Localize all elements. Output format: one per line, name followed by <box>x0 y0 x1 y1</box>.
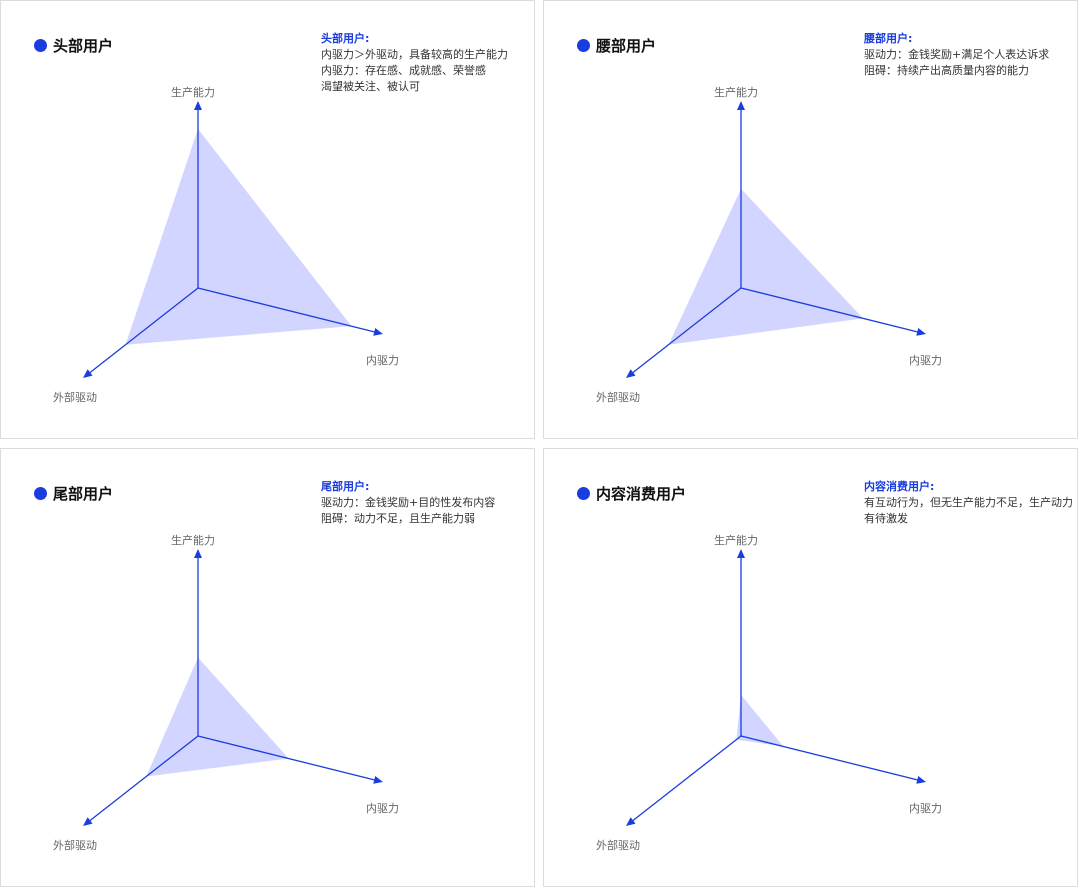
description-line: 驱动力：金钱奖励+满足个人表达诉求 <box>864 48 1050 61</box>
value-area <box>736 694 784 747</box>
axis-label-internal: 内驱力 <box>909 802 942 815</box>
axis-label-internal: 内驱力 <box>366 354 399 367</box>
axis-external-arrow-icon <box>83 369 93 378</box>
axis-label-internal: 内驱力 <box>366 802 399 815</box>
description-line: 内驱力＞外驱动，具备较高的生产能力 <box>321 48 508 61</box>
axis-external-line <box>632 735 742 821</box>
panel-title: 腰部用户 <box>577 35 656 56</box>
bullet-dot-icon <box>577 487 590 500</box>
axis-internal-line <box>197 735 375 781</box>
description-heading: 头部用户: <box>321 32 370 45</box>
axis-label-external: 外部驱动 <box>53 391 97 404</box>
axis-label-external: 外部驱动 <box>596 839 640 852</box>
radar-svg <box>83 549 383 826</box>
panel-title-text: 腰部用户 <box>596 37 657 55</box>
axis-label-production: 生产能力 <box>714 86 758 99</box>
axis-label-production: 生产能力 <box>171 86 215 99</box>
axis-internal-line <box>740 287 918 333</box>
axis-internal-arrow-icon <box>373 775 383 784</box>
axis-production-arrow-icon <box>194 101 202 110</box>
axis-label-production: 生产能力 <box>171 534 215 547</box>
description-heading: 腰部用户: <box>864 32 913 45</box>
axis-external-line <box>89 287 199 373</box>
panel-description: 头部用户: 内驱力＞外驱动，具备较高的生产能力 内驱力：存在感、成就感、荣誉感 渴望被… <box>321 31 531 95</box>
radar-svg <box>83 101 383 378</box>
value-area <box>146 657 289 777</box>
description-line: 阻碍：持续产出高质量内容的能力 <box>864 64 1029 77</box>
axis-label-internal: 内驱力 <box>909 354 942 367</box>
description-line: 渴望被关注、被认可 <box>321 80 420 93</box>
axis-external-arrow-icon <box>626 369 636 378</box>
panel-title-text: 尾部用户 <box>53 485 114 503</box>
description-line: 驱动力：金钱奖励+目的性发布内容 <box>321 496 496 509</box>
panel-4: 内容消费用户 内容消费用户: 有互动行为，但无生产能力不足，生产动力有待激发 生产… <box>543 448 1078 887</box>
axis-internal-arrow-icon <box>916 775 926 784</box>
panel-title-text: 内容消费用户 <box>596 485 687 503</box>
panel-title-text: 头部用户 <box>53 37 114 55</box>
panel-3: 尾部用户 尾部用户: 驱动力：金钱奖励+目的性发布内容 阻碍：动力不足，且生产能力弱… <box>0 448 535 887</box>
axis-production-arrow-icon <box>737 549 745 558</box>
panel-description: 尾部用户: 驱动力：金钱奖励+目的性发布内容 阻碍：动力不足，且生产能力弱 <box>321 479 531 527</box>
axis-label-external: 外部驱动 <box>53 839 97 852</box>
bullet-dot-icon <box>577 39 590 52</box>
panel-description: 内容消费用户: 有互动行为，但无生产能力不足，生产动力有待激发 <box>864 479 1074 527</box>
panel-2: 腰部用户 腰部用户: 驱动力：金钱奖励+满足个人表达诉求 阻碍：持续产出高质量内容的… <box>543 0 1078 439</box>
description-line: 内驱力：存在感、成就感、荣誉感 <box>321 64 486 77</box>
axis-external-arrow-icon <box>626 817 636 826</box>
axis-external-line <box>89 735 199 821</box>
panel-title: 头部用户 <box>34 35 113 56</box>
bullet-dot-icon <box>34 487 47 500</box>
panel-description: 腰部用户: 驱动力：金钱奖励+满足个人表达诉求 阻碍：持续产出高质量内容的能力 <box>864 31 1074 79</box>
radar-svg <box>626 101 926 378</box>
description-line: 有互动行为，但无生产能力不足，生产动力有待激发 <box>864 496 1073 525</box>
panel-1: 头部用户 头部用户: 内驱力＞外驱动，具备较高的生产能力 内驱力：存在感、成就感、荣… <box>0 0 535 439</box>
value-area <box>125 129 352 345</box>
axis-production-arrow-icon <box>194 549 202 558</box>
description-heading: 尾部用户: <box>321 480 370 493</box>
axis-internal-line <box>740 735 918 781</box>
axis-label-production: 生产能力 <box>714 534 758 547</box>
axis-external-arrow-icon <box>83 817 93 826</box>
axis-internal-line <box>197 287 375 333</box>
axis-production-arrow-icon <box>737 101 745 110</box>
panel-title: 内容消费用户 <box>577 483 686 504</box>
axis-internal-arrow-icon <box>916 327 926 336</box>
description-line: 阻碍：动力不足，且生产能力弱 <box>321 512 475 525</box>
panel-title: 尾部用户 <box>34 483 113 504</box>
description-heading: 内容消费用户: <box>864 480 935 493</box>
axis-external-line <box>632 287 742 373</box>
radar-svg <box>626 549 926 826</box>
axis-internal-arrow-icon <box>373 327 383 336</box>
axis-label-external: 外部驱动 <box>596 391 640 404</box>
bullet-dot-icon <box>34 39 47 52</box>
